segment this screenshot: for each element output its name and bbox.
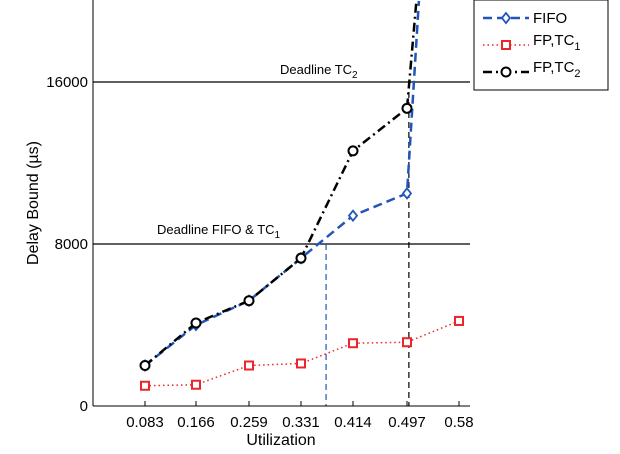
x-tick-label: 0.497 — [388, 414, 426, 431]
y-tick-label: 0 — [80, 398, 88, 415]
series-markers — [139, 102, 464, 391]
legend-label-fp-tc1-sub: 1 — [574, 41, 580, 53]
legend-label-fp-tc1-text: FP,TC — [533, 32, 575, 49]
legend: FIFO FP,TC1 FP,TC2 — [473, 0, 609, 91]
legend-label-fp-tc2: FP,TC2 — [533, 59, 581, 80]
data-point-fp-tc2 — [347, 145, 359, 157]
annotation-deadline-tc2: Deadline TC2 — [280, 62, 358, 81]
x-tick-label: 0.083 — [126, 414, 164, 431]
x-tick-label: 0.58 — [444, 414, 473, 431]
legend-label-fp-tc1: FP,TC1 — [533, 32, 581, 53]
data-point-fp-tc2 — [295, 252, 307, 264]
annotation-deadline-fifo-tc1: Deadline FIFO & TC1 — [157, 222, 281, 241]
data-point-fp-tc1 — [191, 379, 201, 390]
data-point-fp-tc2 — [190, 317, 202, 329]
legend-marker-fifo — [500, 11, 512, 25]
legend-marker-fp-tc1 — [501, 40, 511, 50]
data-point-fp-tc1 — [348, 338, 358, 349]
legend-marker-fp-tc2 — [500, 66, 512, 78]
data-point-fp-tc1 — [454, 315, 464, 326]
series-line-fp-tc2 — [144, 0, 418, 367]
series-line-fifo — [144, 0, 421, 367]
ticks: 0.083 0.166 0.259 0.331 0.414 0.497 0.58 0 8000 1… — [46, 74, 473, 431]
annotation-deadline-fifo-tc1-sub: 1 — [275, 230, 281, 241]
data-point-fp-tc2 — [401, 102, 413, 114]
data-point-fp-tc2 — [139, 360, 151, 371]
y-tick-label: 16000 — [46, 74, 88, 91]
y-axis-title: Delay Bound (µs) — [25, 141, 42, 265]
annotation-deadline-fifo-tc1-text: Deadline FIFO & TC — [157, 222, 275, 237]
x-tick-label: 0.166 — [177, 414, 215, 431]
annotation-deadline-tc2-text: Deadline TC — [280, 62, 352, 77]
series-line-fp-tc1 — [144, 320, 460, 387]
y-tick-label: 8000 — [55, 236, 88, 253]
data-point-fp-tc1 — [402, 337, 412, 348]
annotation-deadline-tc2-sub: 2 — [352, 70, 358, 81]
legend-box — [473, 0, 609, 91]
data-point-fifo — [401, 186, 413, 200]
legend-label-fp-tc2-text: FP,TC — [533, 59, 575, 76]
data-point-fp-tc1 — [244, 360, 254, 371]
legend-label-fifo: FIFO — [533, 10, 567, 27]
data-point-fp-tc2 — [243, 295, 255, 307]
x-tick-label: 0.414 — [334, 414, 372, 431]
reference-lines — [93, 81, 470, 406]
x-tick-label: 0.259 — [230, 414, 268, 431]
x-tick-label: 0.331 — [282, 414, 320, 431]
data-point-fifo — [347, 209, 359, 223]
legend-label-fp-tc2-sub: 2 — [574, 68, 580, 80]
x-axis-title: Utilization — [246, 432, 315, 449]
data-point-fp-tc1 — [140, 380, 150, 391]
data-point-fp-tc1 — [296, 358, 306, 369]
